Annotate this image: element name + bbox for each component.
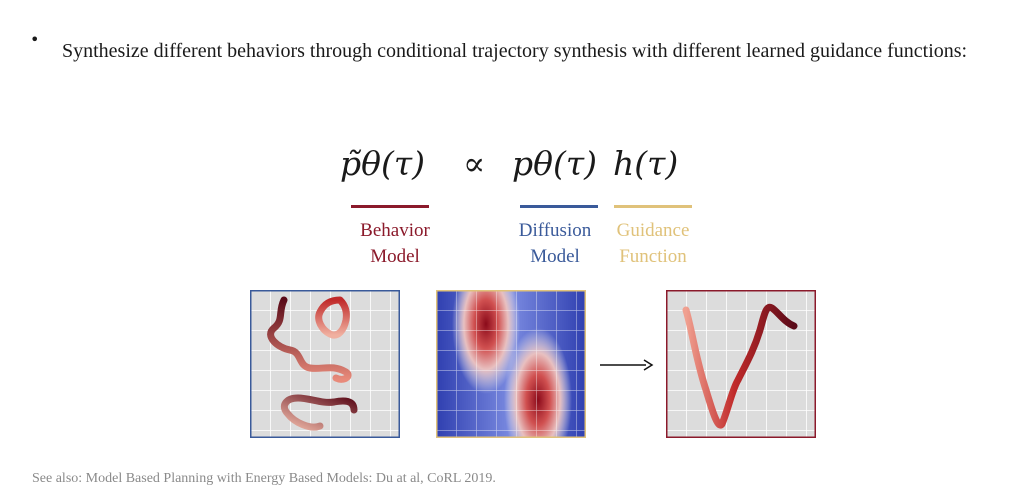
- guidance-label: Guidance Function: [598, 218, 708, 270]
- proportional-symbol: ∝: [463, 144, 486, 183]
- guided-behavior-panel: [666, 290, 816, 438]
- diffusion-label-line2: Model: [530, 246, 580, 267]
- equation: p̃θ(τ) ∝ pθ(τ) h(τ): [330, 140, 690, 200]
- guidance-label-line1: Guidance: [616, 220, 690, 241]
- behavior-samples-figure: [250, 290, 400, 438]
- diffusion-label: Diffusion Model: [500, 218, 610, 270]
- diffusion-underline: [520, 205, 598, 208]
- behavior-underline: [351, 205, 429, 208]
- guidance-heatmap-panel: [436, 290, 586, 438]
- diffusion-term: pθ(τ): [512, 144, 597, 183]
- guided-behavior-figure: [666, 290, 816, 438]
- behavior-label-line1: Behavior: [360, 220, 430, 241]
- guidance-underline: [614, 205, 692, 208]
- behavior-samples-panel: [250, 290, 400, 438]
- guidance-label-line2: Function: [619, 246, 687, 267]
- guidance-term: h(τ): [613, 144, 679, 183]
- bullet-text: Synthesize different behaviors through c…: [62, 40, 968, 62]
- behavior-term: p̃θ(τ): [340, 144, 425, 183]
- right-arrow-icon: [600, 359, 654, 371]
- footer-reference: See also: Model Based Planning with Ener…: [32, 471, 496, 486]
- guidance-heatmap-figure: [436, 290, 586, 438]
- behavior-label-line2: Model: [370, 246, 420, 267]
- bullet-glyph: •: [30, 30, 40, 49]
- behavior-label: Behavior Model: [335, 218, 455, 270]
- diffusion-label-line1: Diffusion: [518, 220, 592, 241]
